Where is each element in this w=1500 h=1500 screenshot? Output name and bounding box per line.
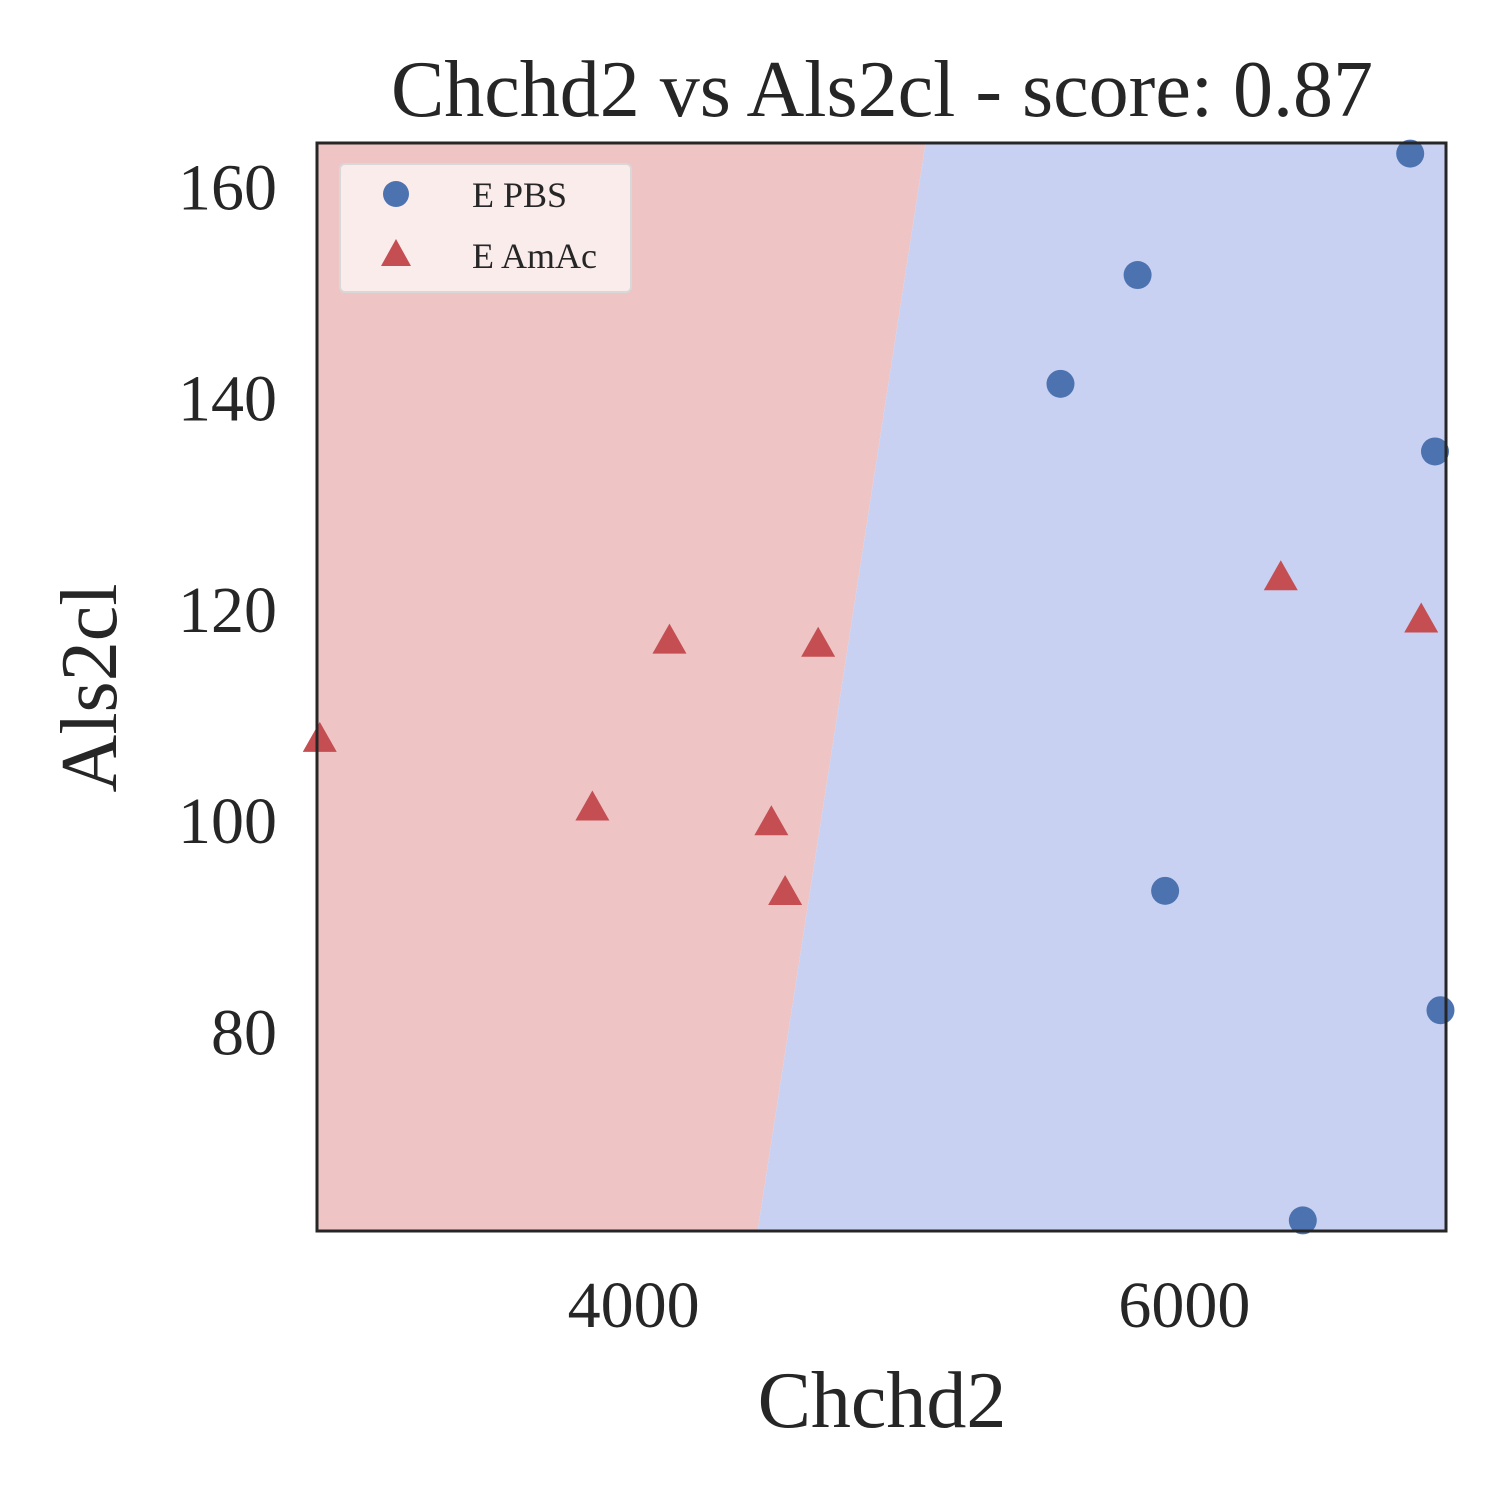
plot-area bbox=[302, 139, 1455, 1235]
point-e-amac-3 bbox=[652, 623, 687, 654]
y-tick-label-80: 80 bbox=[211, 996, 277, 1069]
y-tick-label-120: 120 bbox=[178, 574, 277, 647]
chart-title: Chchd2 vs Als2cl - score: 0.87 bbox=[391, 46, 1373, 134]
point-e-pbs-7 bbox=[1288, 1206, 1317, 1235]
x-axis-ticks: 4000 6000 bbox=[568, 1269, 1251, 1342]
point-e-amac-4 bbox=[754, 805, 789, 836]
x-axis-label: Chchd2 bbox=[758, 1357, 1007, 1445]
y-axis-label: Als2cl bbox=[46, 584, 134, 793]
y-tick-label-100: 100 bbox=[178, 785, 277, 858]
x-tick-label-4000: 4000 bbox=[568, 1269, 700, 1342]
point-e-amac-6 bbox=[801, 626, 836, 657]
region-e-amac bbox=[317, 143, 926, 1231]
point-e-pbs-1 bbox=[1396, 139, 1425, 168]
point-e-pbs-5 bbox=[1151, 876, 1180, 905]
point-e-amac-8 bbox=[1404, 602, 1439, 633]
legend-label-e-pbs: E PBS bbox=[472, 175, 567, 215]
y-tick-label-160: 160 bbox=[178, 151, 277, 224]
point-e-pbs-2 bbox=[1123, 261, 1152, 290]
plot-frame bbox=[315, 141, 1448, 1233]
x-tick-label-6000: 6000 bbox=[1118, 1269, 1250, 1342]
legend-label-e-amac: E AmAc bbox=[472, 236, 597, 276]
point-e-pbs-3 bbox=[1046, 369, 1075, 398]
legend: E PBS E AmAc bbox=[339, 163, 632, 293]
region-e-pbs bbox=[757, 143, 1446, 1231]
legend-box bbox=[339, 163, 632, 293]
point-e-amac-5 bbox=[768, 874, 803, 905]
point-e-amac-7 bbox=[1263, 560, 1298, 591]
point-e-pbs-4 bbox=[1420, 437, 1449, 466]
y-axis-ticks: 80 100 120 140 160 bbox=[178, 151, 277, 1069]
legend-marker-e-pbs bbox=[383, 181, 409, 207]
point-e-amac-1 bbox=[302, 721, 337, 752]
point-e-amac-2 bbox=[575, 790, 610, 821]
y-tick-label-140: 140 bbox=[178, 363, 277, 436]
legend-marker-e-amac bbox=[381, 239, 411, 266]
point-e-pbs-6 bbox=[1426, 996, 1455, 1025]
